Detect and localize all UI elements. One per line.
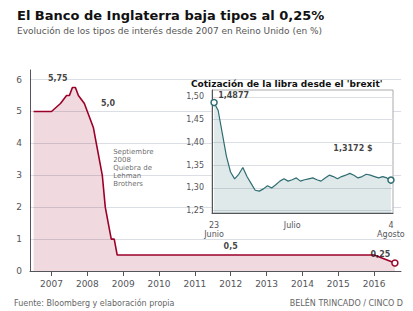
- svg-text:2012: 2012: [219, 279, 242, 289]
- svg-text:BELÉN TRINCADO / CINCO D: BELÉN TRINCADO / CINCO D: [290, 297, 403, 308]
- svg-text:2008: 2008: [76, 279, 99, 289]
- svg-text:2014: 2014: [291, 279, 314, 289]
- svg-text:0,5: 0,5: [224, 242, 239, 251]
- svg-text:1,40: 1,40: [186, 138, 204, 147]
- svg-text:2007: 2007: [40, 279, 63, 289]
- svg-text:Lehman: Lehman: [113, 172, 141, 180]
- svg-text:2013: 2013: [255, 279, 278, 289]
- svg-text:1,25: 1,25: [186, 206, 204, 215]
- svg-text:3: 3: [16, 170, 22, 180]
- svg-text:4: 4: [388, 221, 393, 230]
- svg-text:2008: 2008: [113, 156, 131, 164]
- svg-text:4: 4: [16, 138, 22, 148]
- svg-text:2015: 2015: [327, 279, 350, 289]
- svg-text:Quiebra de: Quiebra de: [113, 164, 152, 172]
- svg-text:2010: 2010: [148, 279, 171, 289]
- svg-text:1: 1: [16, 234, 22, 244]
- svg-text:5: 5: [16, 106, 22, 116]
- svg-text:Julio: Julio: [283, 221, 301, 230]
- svg-text:0,25: 0,25: [371, 250, 391, 259]
- svg-text:Fuente: Bloomberg y elaboració: Fuente: Bloomberg y elaboración propia: [14, 298, 175, 308]
- svg-text:1,3172 $: 1,3172 $: [333, 144, 373, 153]
- svg-text:1,50: 1,50: [186, 92, 204, 101]
- svg-text:0: 0: [16, 266, 22, 276]
- svg-text:2016: 2016: [363, 279, 386, 289]
- svg-text:Brothers: Brothers: [113, 180, 143, 188]
- svg-text:Cotización de la libra desde e: Cotización de la libra desde el 'brexit': [191, 79, 382, 89]
- svg-text:1,4877: 1,4877: [218, 91, 249, 100]
- svg-text:1,45: 1,45: [186, 115, 204, 124]
- svg-text:1,30: 1,30: [186, 183, 204, 192]
- svg-text:Agosto: Agosto: [377, 230, 405, 239]
- svg-text:23: 23: [209, 221, 219, 230]
- svg-text:Septiembre: Septiembre: [113, 148, 153, 156]
- svg-text:2: 2: [16, 202, 22, 212]
- svg-text:Junio: Junio: [203, 230, 224, 239]
- svg-text:2011: 2011: [183, 279, 206, 289]
- svg-text:5,75: 5,75: [48, 74, 68, 83]
- svg-text:2009: 2009: [112, 279, 135, 289]
- svg-text:1,35: 1,35: [186, 161, 204, 170]
- svg-text:Evolución de los tipos de inte: Evolución de los tipos de interés desde …: [17, 26, 322, 36]
- svg-text:6: 6: [16, 75, 22, 85]
- svg-text:El Banco de Inglaterra baja ti: El Banco de Inglaterra baja tipos al 0,2…: [17, 8, 324, 23]
- svg-text:5,0: 5,0: [101, 99, 116, 108]
